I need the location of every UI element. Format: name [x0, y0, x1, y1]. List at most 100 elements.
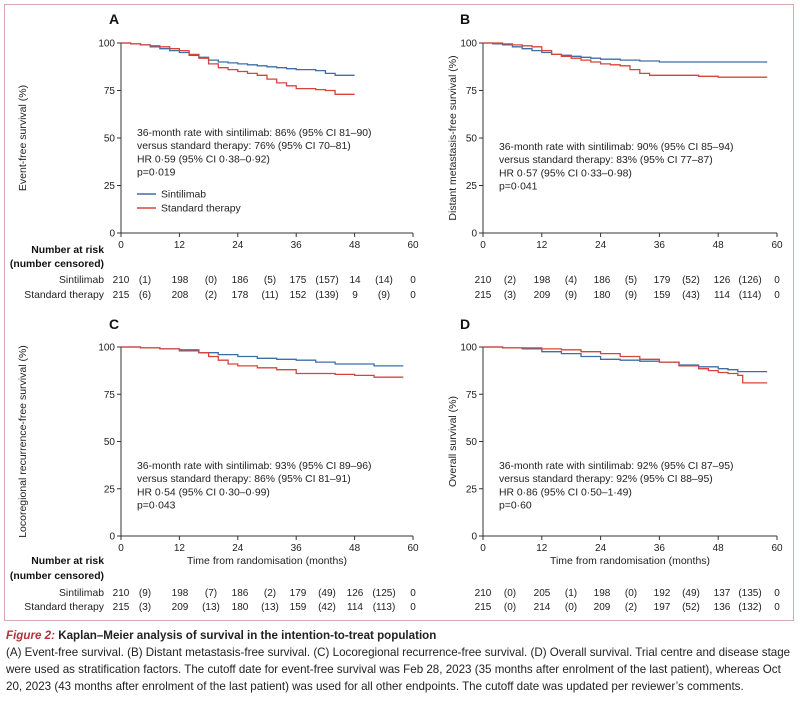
risk-table-cell: (2): [625, 602, 637, 613]
annotation-line: 36-month rate with sintilimab: 92% (95% …: [499, 461, 733, 472]
risk-table-cell: (113): [373, 602, 396, 613]
x-tick-label: 48: [713, 543, 725, 554]
risk-table-cell: 214: [534, 602, 551, 613]
panel-a: A 0 25 50 75 100 0 12 24 36 48 60 Event-free surviva…: [17, 11, 419, 301]
y-tick-label: 50: [466, 437, 478, 448]
risk-table-cell: (9): [139, 588, 151, 599]
caption-body: (A) Event-free survival. (B) Distant met…: [6, 646, 791, 693]
risk-table-cell: 175: [290, 275, 307, 286]
risk-table-cell: (0): [504, 588, 516, 599]
risk-table-cell: (43): [682, 290, 700, 301]
risk-table-cell: 152: [290, 290, 307, 301]
risk-table-cell: 159: [654, 290, 671, 301]
x-tick-label: 12: [174, 543, 186, 554]
x-tick-label: 0: [480, 543, 486, 554]
y-tick-label: 100: [460, 39, 477, 50]
risk-table-cell: 180: [594, 290, 611, 301]
annotation-line: versus standard therapy: 86% (95% CI 81–…: [137, 474, 351, 485]
y-tick-label: 0: [109, 229, 115, 240]
risk-table-cell: 186: [594, 275, 611, 286]
risk-table-cell: 0: [774, 588, 780, 599]
risk-table-cell: 209: [534, 290, 551, 301]
x-tick-label: 60: [407, 240, 419, 251]
risk-table-cell: 198: [172, 588, 189, 599]
standard-therapy-survival-curve: [483, 346, 768, 384]
risk-table-cell: 215: [113, 602, 130, 613]
x-axis-label: Time from randomisation (months): [187, 555, 347, 567]
risk-table-cell: 210: [113, 588, 130, 599]
x-tick-label: 60: [771, 240, 783, 251]
sintilimab-survival-curve: [121, 346, 404, 367]
annotation-line: versus standard therapy: 83% (95% CI 77–…: [499, 155, 713, 166]
annotation-line: 36-month rate with sintilimab: 90% (95% …: [499, 142, 733, 153]
annotation-line: 36-month rate with sintilimab: 86% (95% …: [137, 128, 371, 139]
risk-table-cell: 136: [714, 602, 731, 613]
annotation-line: p=0·041: [499, 182, 538, 193]
risk-table-cell: 180: [232, 602, 249, 613]
risk-table-cell: 197: [654, 602, 671, 613]
standard-therapy-survival-curve: [121, 346, 404, 378]
risk-table-cell: 159: [290, 602, 307, 613]
x-tick-label: 36: [291, 543, 303, 554]
x-tick-label: 48: [349, 543, 361, 554]
y-tick-label: 100: [98, 39, 115, 50]
panel-label: B: [460, 11, 470, 27]
y-axis-label: Event-free survival (%): [17, 85, 29, 191]
risk-table-cell: 186: [232, 588, 249, 599]
x-tick-label: 0: [118, 543, 124, 554]
risk-table-cell: 114: [347, 602, 363, 613]
figure-panels: A 0 25 50 75 100 0 12 24 36 48 60 Event-free surviva…: [10, 11, 783, 613]
risk-table-cell: (4): [565, 275, 577, 286]
risk-table-cell: 0: [774, 602, 780, 613]
y-tick-label: 75: [104, 390, 116, 401]
risk-row-label: Standard therapy: [24, 602, 105, 613]
risk-table-cell: (3): [139, 602, 151, 613]
y-tick-label: 25: [466, 181, 478, 192]
x-tick-label: 24: [232, 543, 244, 554]
risk-table-cell: 179: [290, 588, 307, 599]
x-axis-label: Time from randomisation (months): [550, 555, 710, 567]
x-tick-label: 60: [771, 543, 783, 554]
risk-table-cell: (49): [682, 588, 700, 599]
panel-label: D: [460, 316, 470, 332]
risk-row-label: Sintilimab: [59, 588, 104, 599]
risk-table-cell: 0: [410, 602, 416, 613]
x-tick-label: 0: [118, 240, 124, 251]
risk-table-cell: (49): [318, 588, 336, 599]
x-tick-label: 48: [349, 240, 361, 251]
x-tick-label: 60: [407, 543, 419, 554]
risk-table-cell: (9): [625, 290, 637, 301]
risk-table-cell: 178: [232, 290, 249, 301]
standard-therapy-survival-curve: [121, 42, 355, 95]
risk-table-cell: 198: [534, 275, 551, 286]
legend-label: Sintilimab: [161, 190, 206, 201]
panel-b: B 0 25 50 75 100 0 12 24 36 48 60 Distant metastasis…: [447, 11, 783, 301]
risk-table-cell: (0): [504, 602, 516, 613]
risk-table-cell: (13): [261, 602, 279, 613]
annotation-line: p=0·60: [499, 501, 532, 512]
risk-table-cell: (5): [625, 275, 637, 286]
risk-table-cell: 205: [534, 588, 551, 599]
panel-c: C 0 25 50 75 100 0 12 24 36 48 60 Locoregional recur…: [17, 316, 419, 613]
x-tick-label: 24: [232, 240, 244, 251]
risk-table-cell: 126: [347, 588, 364, 599]
y-axis-label: Distant metastasis-free survival (%): [447, 55, 459, 220]
y-axis-label: Locoregional recurrence-free survival (%…: [17, 345, 29, 538]
y-tick-label: 75: [466, 390, 478, 401]
risk-table-cell: 215: [113, 290, 130, 301]
annotation-line: 36-month rate with sintilimab: 93% (95% …: [137, 461, 371, 472]
caption-figure-number: Figure 2:: [6, 629, 55, 642]
risk-table-cell: (157): [315, 275, 338, 286]
annotation-line: HR 0·59 (95% CI 0·38–0·92): [137, 154, 270, 165]
risk-table-cell: (9): [565, 290, 577, 301]
risk-table-cell: (3): [504, 290, 516, 301]
risk-table-cell: (1): [139, 275, 151, 286]
risk-table-cell: (132): [738, 602, 761, 613]
risk-table-cell: (7): [205, 588, 217, 599]
risk-table-title: Number at risk: [31, 245, 104, 256]
x-tick-label: 0: [480, 240, 486, 251]
risk-table-cell: (1): [565, 588, 577, 599]
standard-therapy-survival-curve: [483, 42, 768, 78]
y-tick-label: 75: [104, 86, 116, 97]
sintilimab-survival-curve: [121, 42, 355, 76]
